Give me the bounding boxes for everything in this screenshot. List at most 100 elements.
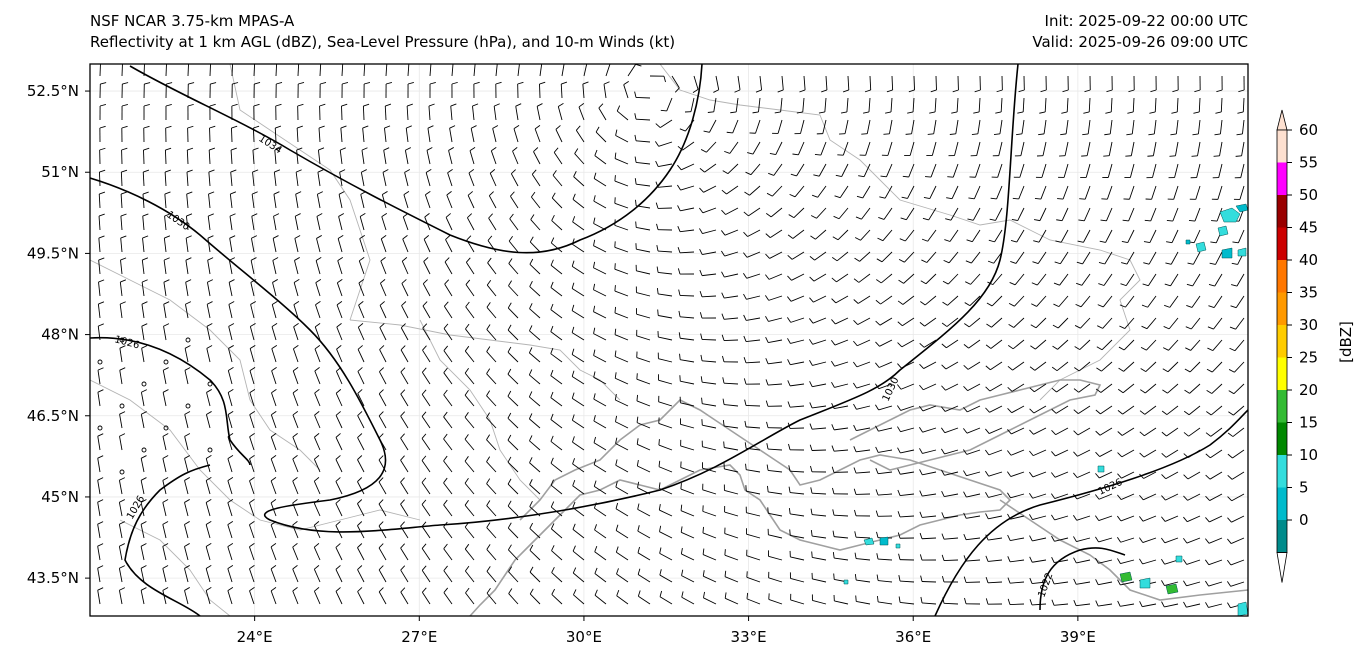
wind-barb-flag <box>1050 493 1056 499</box>
wind-barb <box>847 75 850 91</box>
wind-barb-flag <box>593 172 597 179</box>
wind-barb-flag <box>1208 305 1215 308</box>
wind-barb-flag <box>831 277 837 283</box>
wind-barb <box>465 284 475 297</box>
wind-barb-flag <box>743 357 747 363</box>
wind-barb-flag <box>810 487 813 494</box>
wind-barb <box>550 353 563 363</box>
wind-barb-flag <box>764 295 770 301</box>
wind-barb-flag <box>963 344 969 349</box>
wind-barb <box>987 581 1003 584</box>
wind-barb <box>759 75 763 90</box>
wind-barb-flag <box>1192 133 1199 136</box>
wind-barb <box>1147 295 1157 308</box>
wind-barb-flag <box>184 367 191 371</box>
wind-barb <box>400 481 409 495</box>
wind-barb-flag <box>945 218 952 221</box>
wind-barb <box>593 178 607 187</box>
wind-barb <box>571 288 585 297</box>
wind-barb <box>681 596 695 605</box>
wind-barb <box>637 443 651 451</box>
wind-barb-flag <box>293 344 299 350</box>
wind-barb-flag <box>985 407 990 413</box>
wind-barb-flag <box>663 76 666 83</box>
wind-barb <box>935 75 937 91</box>
wind-barb <box>614 180 629 187</box>
wind-barb <box>1063 163 1069 178</box>
wind-barb <box>120 238 123 253</box>
colorbar-tick-label: 5 <box>1299 479 1309 497</box>
wind-barb <box>1131 119 1135 134</box>
wind-barb-flag <box>922 217 929 221</box>
wind-barb-flag <box>1209 262 1216 265</box>
wind-barb-flag <box>271 410 277 416</box>
wind-barb-flag <box>1161 516 1166 522</box>
wind-barb-flag <box>100 82 107 85</box>
wind-barb-flag <box>1231 262 1238 265</box>
reflectivity-cell <box>1235 203 1248 213</box>
borders <box>90 64 1141 616</box>
wind-barb <box>997 163 1003 178</box>
wind-barb-flag <box>572 523 576 530</box>
wind-barb-flag <box>897 321 903 327</box>
wind-barb <box>746 598 761 605</box>
wind-barb-flag <box>542 61 548 62</box>
wind-barb <box>904 251 915 263</box>
wind-barb <box>380 282 387 297</box>
wind-barb-flag <box>273 213 280 217</box>
wind-barb-flag <box>1211 220 1218 222</box>
wind-barb-flag <box>1228 390 1235 395</box>
wind-barb-flag <box>1052 324 1059 329</box>
wind-barb-flag <box>1139 494 1144 501</box>
wind-barb-flag <box>448 147 454 151</box>
wind-barb <box>770 207 783 218</box>
wind-barb <box>140 590 145 605</box>
wind-barb-flag <box>721 189 727 195</box>
wind-barb-flag <box>365 61 371 62</box>
wind-barb-flag <box>359 213 366 217</box>
wind-barb-flag <box>406 103 413 107</box>
wind-barb-flag <box>209 147 216 151</box>
wind-barb-flag <box>949 133 956 135</box>
wind-barb <box>658 272 673 275</box>
wind-barb-flag <box>206 411 212 415</box>
wind-barb-flag <box>963 428 968 434</box>
wind-barb <box>844 119 849 134</box>
wind-barb-flag <box>897 342 903 348</box>
wind-barb-flag <box>614 394 617 401</box>
wind-barb-flag <box>615 546 619 553</box>
wind-barb-flag <box>335 455 341 460</box>
wind-barb-flag <box>492 125 499 129</box>
wind-barb-flag <box>571 260 575 267</box>
wind-barb-flag <box>1117 431 1123 436</box>
wind-barb <box>572 419 585 429</box>
wind-barb-flag <box>249 454 255 460</box>
wind-barb <box>293 304 299 319</box>
wind-barb <box>923 383 937 391</box>
wind-barb <box>944 405 959 412</box>
lat-tick-label: 51°N <box>41 163 79 181</box>
wind-barb-flag <box>790 173 797 177</box>
wind-barb <box>790 317 805 323</box>
wind-barb <box>681 531 695 539</box>
wind-barb-flag <box>189 61 195 62</box>
wind-barb <box>1100 405 1113 415</box>
wind-barb-flag <box>1183 495 1188 501</box>
wind-barb-flag <box>765 233 771 238</box>
wind-barb <box>724 511 739 517</box>
wind-barb-flag <box>572 436 575 443</box>
wind-barb <box>1235 317 1245 330</box>
wind-barb-flag <box>378 433 384 439</box>
wind-barb-flag <box>497 61 503 62</box>
wind-barb-flag <box>1051 430 1057 435</box>
wind-barb-flag <box>1007 492 1011 499</box>
wind-barb-flag <box>572 479 576 486</box>
wind-barb-flag <box>422 345 427 351</box>
wind-barb-flag <box>385 81 393 85</box>
wind-barb <box>361 150 365 165</box>
wind-barb-flag <box>421 389 427 395</box>
wind-barb <box>1088 97 1091 113</box>
wind-barb-flag <box>1051 472 1056 478</box>
wind-barb <box>636 140 651 143</box>
